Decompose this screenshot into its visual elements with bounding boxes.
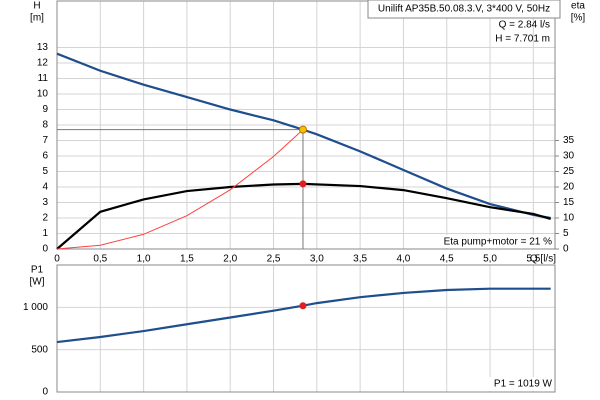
y2-tick-label: 35 (563, 135, 575, 146)
y-tick-label: 12 (37, 58, 49, 69)
annotation-bg (437, 235, 554, 248)
y-tick-label: 2 (42, 213, 48, 224)
annotation: Eta pump+motor = 21 % (444, 237, 553, 248)
x-tick-label: 5,5 (526, 254, 540, 265)
y-tick-label: 4 (42, 182, 48, 193)
y-tick-label: 6 (42, 151, 48, 162)
y-tick-label: 500 (31, 344, 48, 355)
x-tick-label: 3,0 (310, 254, 324, 265)
y-tick-label: 1 (42, 228, 48, 239)
operating-point (299, 302, 307, 310)
x-tick-label: 0 (54, 254, 60, 265)
y2-tick-label: 10 (563, 213, 575, 224)
x-tick-label: 1,0 (137, 254, 151, 265)
operating-point (299, 180, 307, 188)
y-axis-unit: [W] (30, 277, 45, 288)
x-axis-label: Q [l/s] (530, 254, 556, 265)
y-tick-label: 8 (42, 120, 48, 131)
x-tick-label: 5,0 (483, 254, 497, 265)
y-tick-label: 1 000 (23, 302, 48, 313)
x-tick-label: 3,5 (353, 254, 367, 265)
y-tick-label: 0 (42, 244, 48, 255)
y-tick-label: 13 (37, 42, 49, 53)
y-axis-label: P1 (31, 265, 44, 276)
operating-point (298, 125, 307, 134)
curve (56, 287, 551, 344)
x-tick-label: 2,5 (267, 254, 281, 265)
x-tick-label: 4,0 (396, 254, 410, 265)
y-axis-unit: [m] (30, 13, 44, 24)
annotation: P1 = 1019 W (494, 379, 553, 390)
curve (56, 129, 304, 250)
y-tick-label: 11 (38, 73, 49, 84)
x-tick-label: 4,5 (440, 254, 454, 265)
y-tick-label: 3 (42, 197, 48, 208)
y-tick-label: 7 (42, 135, 48, 146)
plot-frame (56, 264, 556, 393)
x-tick-label: 2,0 (223, 254, 237, 265)
plot-frame (56, 0, 556, 250)
y2-tick-label: 5 (563, 228, 569, 239)
y2-axis-unit: [%] (571, 13, 586, 24)
y2-tick-label: 0 (563, 244, 569, 255)
y-tick-label: 0 (42, 387, 48, 398)
annotation: Q = 2.84 l/s (499, 20, 550, 31)
y-tick-label: 9 (42, 104, 48, 115)
y2-tick-label: 15 (563, 197, 575, 208)
title-box (367, 0, 561, 19)
annotation-bg (488, 377, 554, 391)
y2-axis-label: eta (571, 1, 585, 12)
y2-tick-label: 25 (563, 166, 575, 177)
y2-tick-label: 30 (563, 151, 575, 162)
y-axis-label: H (33, 1, 40, 12)
y-tick-label: 10 (37, 89, 49, 100)
pump-title: Unilift AP35B.50.08.3.V, 3*400 V, 50Hz (378, 4, 550, 15)
curve (56, 52, 551, 220)
x-tick-label: 0,5 (93, 254, 107, 265)
y-tick-label: 5 (42, 166, 48, 177)
annotation: H = 7.701 m (495, 34, 550, 45)
x-tick-label: 1,5 (180, 254, 194, 265)
y2-tick-label: 20 (563, 182, 575, 193)
